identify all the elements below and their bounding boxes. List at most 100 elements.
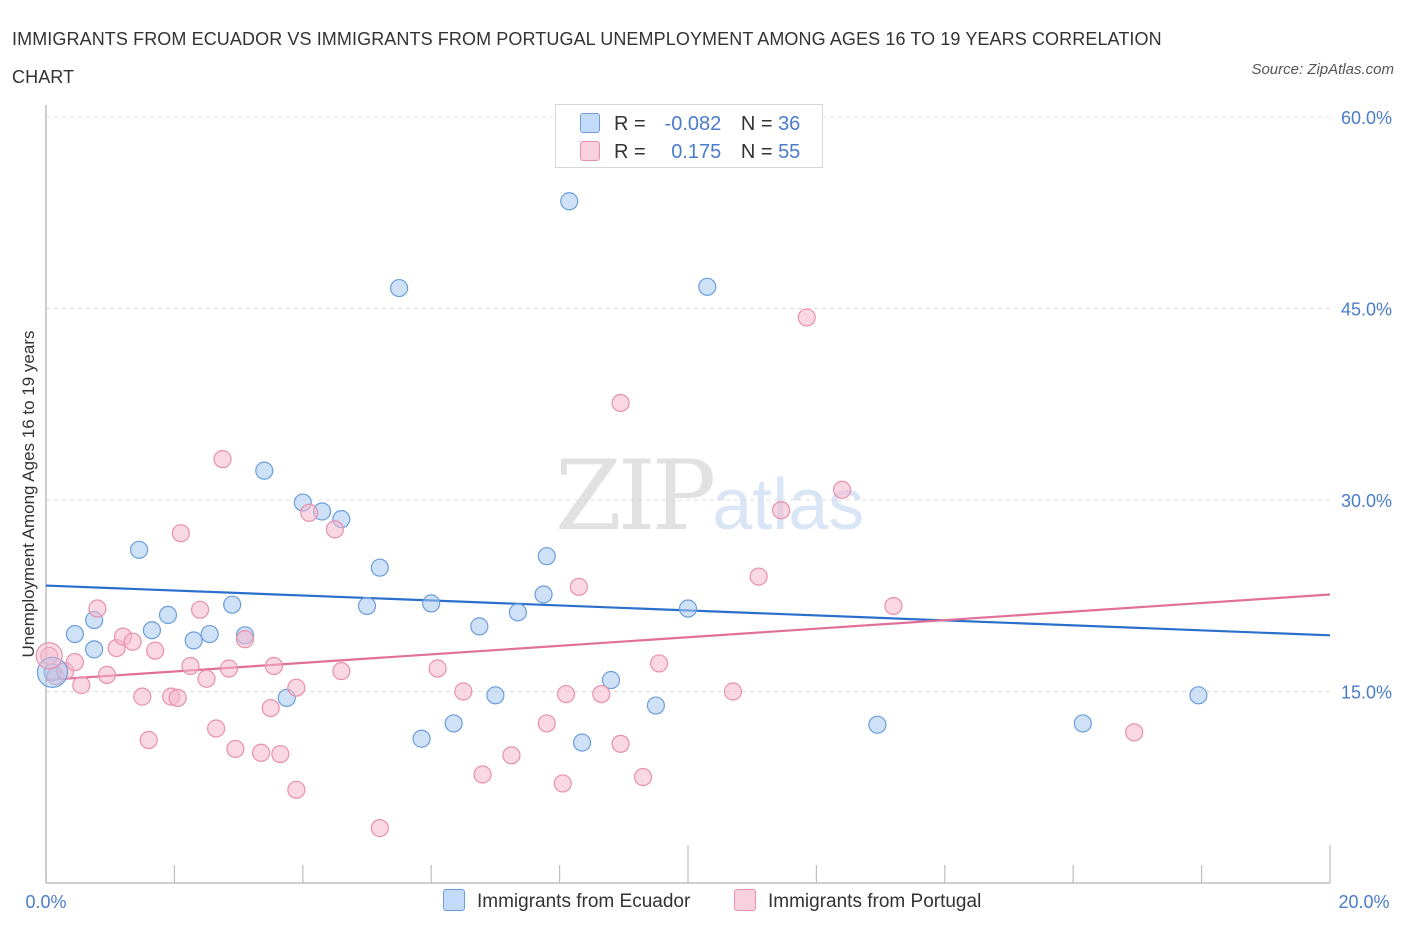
portugal-point xyxy=(332,661,351,681)
portugal-point xyxy=(502,746,521,765)
ecuador-legend-swatch xyxy=(443,889,465,911)
ecuador-point xyxy=(1073,714,1092,733)
portugal-point xyxy=(251,743,271,762)
ecuador-point xyxy=(444,714,463,733)
r-value: 0.175 xyxy=(671,141,722,163)
ecuador-point xyxy=(85,640,104,659)
n-value: 55 xyxy=(778,141,801,163)
watermark-zip: ZIP xyxy=(555,440,716,552)
portugal-point xyxy=(771,501,791,520)
portugal-point xyxy=(325,520,344,539)
ecuador-point xyxy=(129,540,149,559)
portugal-point xyxy=(197,669,216,688)
watermark: ZIPatlas xyxy=(555,440,864,552)
legend-item-portugal[interactable]: Immigrants from Portugal xyxy=(734,888,981,916)
portugal-point xyxy=(271,744,290,764)
portugal-point xyxy=(97,665,117,685)
ecuador-point xyxy=(646,696,666,715)
ecuador-point xyxy=(601,670,621,690)
data-points xyxy=(35,192,1208,838)
x-tick-label-min: 0.0% xyxy=(25,892,66,912)
portugal-point xyxy=(592,684,611,704)
n-value: 36 xyxy=(778,113,801,135)
portugal-point xyxy=(213,450,232,469)
ecuador-point xyxy=(255,461,274,480)
portugal-point xyxy=(287,780,306,799)
portugal-point xyxy=(123,632,142,651)
y-tick-label: 15.0% xyxy=(1341,683,1392,703)
portugal-point xyxy=(454,682,473,701)
portugal-point xyxy=(537,714,556,733)
ecuador-point xyxy=(470,617,489,636)
portugal-point xyxy=(264,656,284,676)
ecuador-point xyxy=(357,596,377,616)
portugal-point xyxy=(190,600,210,619)
ecuador-point xyxy=(678,599,698,618)
r-label: R = xyxy=(614,113,646,135)
portugal-point xyxy=(181,656,200,676)
ecuador-point xyxy=(184,631,203,650)
ecuador-point xyxy=(868,715,887,734)
portugal-point xyxy=(723,682,743,701)
portugal-point xyxy=(553,774,572,793)
ecuador-point xyxy=(412,729,431,748)
ecuador-point xyxy=(537,547,556,566)
portugal-point xyxy=(884,596,903,616)
portugal-point-cluster xyxy=(35,642,63,670)
portugal-point xyxy=(168,688,187,707)
ecuador-swatch xyxy=(580,113,600,133)
ecuador-point xyxy=(508,603,527,622)
ecuador-point xyxy=(534,585,553,604)
portugal-point xyxy=(797,308,816,327)
y-tick-labels: 15.0% 30.0% 45.0% 60.0% xyxy=(1341,108,1392,703)
portugal-legend-swatch xyxy=(734,889,756,911)
legend-label-ecuador: Immigrants from Ecuador xyxy=(477,891,691,912)
ecuador-point xyxy=(486,686,505,705)
y-tick-label: 45.0% xyxy=(1341,300,1392,320)
portugal-point xyxy=(133,687,152,706)
portugal-point xyxy=(235,630,255,649)
ecuador-point xyxy=(200,624,219,644)
portugal-point xyxy=(72,676,91,695)
n-label: N = xyxy=(740,141,773,163)
portugal-point xyxy=(226,739,245,759)
portugal-point xyxy=(261,698,280,718)
ecuador-point xyxy=(698,277,717,296)
portugal-point xyxy=(219,659,239,678)
portugal-point xyxy=(171,524,190,543)
ecuador-point xyxy=(390,278,409,298)
stats-legend-row-portugal: R = 0.175 N = 55 xyxy=(580,138,800,166)
portugal-point xyxy=(139,730,158,750)
ecuador-point xyxy=(1189,686,1208,705)
legend-label-portugal: Immigrants from Portugal xyxy=(768,891,982,912)
ecuador-point xyxy=(65,624,84,644)
stats-legend-row-ecuador: R = -0.082 N = 36 xyxy=(580,110,800,138)
portugal-point xyxy=(650,654,669,673)
ecuador-point xyxy=(370,558,389,577)
r-label: R = xyxy=(614,141,646,163)
source-label: Source: ZipAtlas.com xyxy=(1251,61,1394,78)
portugal-point xyxy=(749,567,768,586)
r-value: -0.082 xyxy=(664,113,722,135)
portugal-point xyxy=(207,719,226,738)
portugal-point xyxy=(556,684,576,704)
portugal-point xyxy=(1125,723,1144,742)
stats-legend: R = -0.082 N = 36 R = 0.175 N = 55 xyxy=(555,104,823,168)
ecuador-point xyxy=(422,594,441,613)
portugal-point xyxy=(428,659,447,678)
portugal-point xyxy=(473,765,492,784)
ecuador-point xyxy=(560,192,579,211)
x-tick-label-max: 20.0% xyxy=(1338,892,1389,912)
ecuador-point xyxy=(142,621,162,640)
portugal-point xyxy=(370,819,389,838)
portugal-swatch xyxy=(580,141,600,161)
n-label: N = xyxy=(740,113,773,135)
portugal-point xyxy=(569,577,588,596)
legend-item-ecuador[interactable]: Immigrants from Ecuador xyxy=(443,888,690,916)
portugal-point xyxy=(832,480,852,499)
y-tick-label: 60.0% xyxy=(1341,108,1392,128)
portugal-point xyxy=(611,393,630,413)
portugal-point xyxy=(300,503,319,522)
y-tick-label: 30.0% xyxy=(1341,491,1392,511)
chart-title: IMMIGRANTS FROM ECUADOR VS IMMIGRANTS FR… xyxy=(12,29,1162,87)
